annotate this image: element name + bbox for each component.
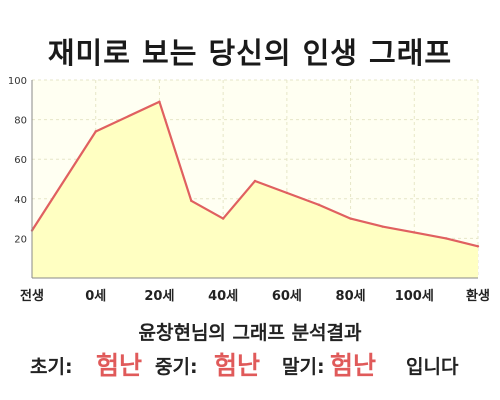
analysis-result-line: 초기: 험난 중기: 험난 말기: 험난 입니다 bbox=[0, 346, 500, 382]
x-tick-label: 40세 bbox=[208, 289, 238, 304]
data-point bbox=[476, 245, 480, 248]
y-tick-label: 100 bbox=[8, 76, 27, 87]
x-tick-label: 60세 bbox=[272, 289, 302, 304]
early-label: 초기: bbox=[30, 356, 73, 378]
x-tick-label: 환생 bbox=[466, 288, 490, 304]
result-suffix: 입니다 bbox=[406, 356, 459, 378]
y-tick-label: 80 bbox=[14, 116, 27, 127]
middle-label: 중기: bbox=[155, 356, 198, 378]
data-point bbox=[158, 100, 161, 103]
data-point bbox=[444, 237, 448, 240]
life-graph-chart: 20 40 60 80 100 전생 0세 20세 40세 60세 80세 100세 환생 bbox=[8, 76, 490, 304]
analysis-heading: 윤창현님의 그래프 분석결과 bbox=[138, 322, 362, 344]
x-tick-label: 20세 bbox=[144, 289, 174, 304]
data-point bbox=[253, 179, 257, 183]
x-tick-label: 80세 bbox=[336, 289, 366, 304]
x-tick-label: 0세 bbox=[85, 289, 106, 304]
early-value: 험난 bbox=[96, 351, 143, 380]
data-point bbox=[349, 217, 352, 220]
late-label: 말기: bbox=[282, 356, 325, 378]
chart-title: 재미로 보는 당신의 인생 그래프 bbox=[47, 36, 453, 70]
late-value: 험난 bbox=[330, 351, 377, 380]
middle-value: 험난 bbox=[214, 351, 261, 380]
y-tick-label: 40 bbox=[14, 195, 27, 206]
data-point bbox=[317, 203, 320, 206]
y-tick-label: 60 bbox=[14, 155, 27, 166]
data-point bbox=[381, 225, 384, 228]
data-point bbox=[190, 199, 193, 202]
data-point bbox=[221, 217, 225, 220]
x-tick-label: 전생 bbox=[20, 288, 44, 304]
series-area bbox=[32, 101, 478, 278]
x-tick-label: 100세 bbox=[395, 289, 434, 304]
data-point bbox=[94, 130, 97, 133]
data-point bbox=[413, 231, 416, 234]
y-tick-label: 20 bbox=[14, 234, 27, 245]
data-point bbox=[285, 191, 289, 195]
